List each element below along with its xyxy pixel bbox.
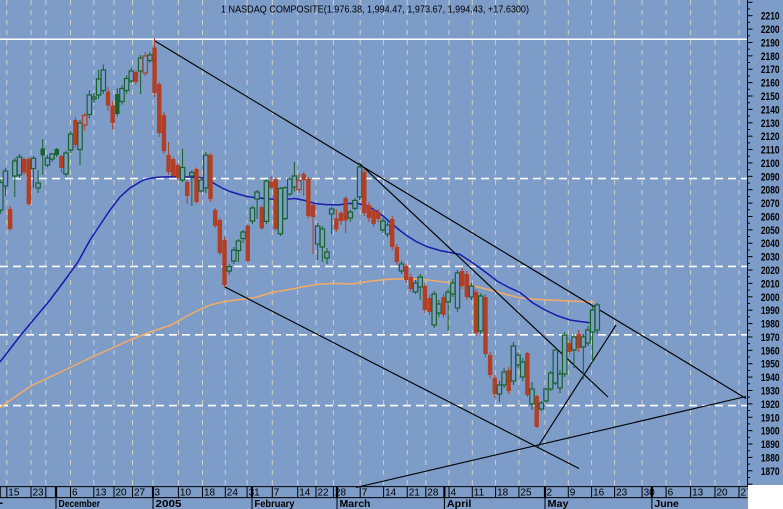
svg-text:18: 18	[204, 487, 216, 498]
svg-text:2110: 2110	[761, 145, 780, 157]
svg-text:28: 28	[335, 487, 347, 498]
svg-text:18: 18	[497, 487, 509, 498]
svg-text:2120: 2120	[761, 131, 780, 143]
svg-text:2160: 2160	[761, 78, 780, 90]
svg-text:1980: 1980	[761, 319, 780, 331]
svg-text:27: 27	[134, 487, 146, 498]
svg-text:May: May	[548, 498, 569, 509]
svg-text:13: 13	[95, 487, 107, 498]
svg-text:1920: 1920	[761, 399, 780, 411]
svg-text:30: 30	[644, 487, 656, 498]
svg-text:2190: 2190	[761, 37, 780, 49]
svg-text:1930: 1930	[761, 385, 780, 397]
svg-text:2140: 2140	[761, 104, 780, 116]
svg-text:2200: 2200	[761, 24, 780, 36]
svg-text:20: 20	[717, 487, 729, 498]
svg-text:2070: 2070	[761, 198, 780, 210]
svg-text:March: March	[340, 498, 371, 509]
svg-text:June: June	[654, 498, 679, 509]
svg-text:15: 15	[8, 487, 20, 498]
svg-text:6: 6	[668, 487, 674, 498]
svg-text:1960: 1960	[761, 345, 780, 357]
svg-text:1940: 1940	[761, 372, 780, 384]
svg-text:20: 20	[116, 487, 128, 498]
svg-text:1990: 1990	[761, 305, 780, 317]
svg-text:2000: 2000	[761, 292, 780, 304]
svg-text:16: 16	[593, 487, 605, 498]
svg-text:6: 6	[72, 487, 78, 498]
svg-text:9: 9	[570, 487, 576, 498]
svg-text:1 NASDAQ COMPOSITE(1,976.38, 1: 1 NASDAQ COMPOSITE(1,976.38, 1,994.47, 1…	[221, 4, 529, 16]
svg-text:31: 31	[249, 487, 261, 498]
svg-text:4: 4	[451, 487, 457, 498]
svg-text:2130: 2130	[761, 118, 780, 130]
svg-text:1870: 1870	[761, 466, 780, 478]
svg-text:13: 13	[692, 487, 704, 498]
svg-text:2080: 2080	[761, 185, 780, 197]
svg-text:2150: 2150	[761, 91, 780, 103]
svg-text:7: 7	[274, 487, 280, 498]
svg-text:1880: 1880	[761, 452, 780, 464]
svg-text:2010: 2010	[761, 278, 780, 290]
svg-text:27: 27	[741, 487, 753, 498]
svg-text:2090: 2090	[761, 171, 780, 183]
svg-text:24: 24	[227, 487, 239, 498]
svg-text:3: 3	[155, 487, 161, 498]
svg-text:21: 21	[409, 487, 421, 498]
svg-text:2210: 2210	[761, 11, 780, 23]
svg-text:7: 7	[362, 487, 368, 498]
svg-text:23: 23	[33, 487, 45, 498]
svg-text:1910: 1910	[761, 412, 780, 424]
svg-text:2: 2	[547, 487, 553, 498]
svg-text:2060: 2060	[761, 211, 780, 223]
svg-text:28: 28	[427, 487, 439, 498]
svg-text:April: April	[447, 498, 472, 509]
svg-text:1970: 1970	[761, 332, 780, 344]
svg-text:22: 22	[318, 487, 330, 498]
svg-text:10: 10	[180, 487, 192, 498]
svg-text:14: 14	[385, 487, 397, 498]
svg-text:2005: 2005	[156, 498, 182, 509]
svg-text:2100: 2100	[761, 158, 780, 170]
svg-text:2040: 2040	[761, 238, 780, 250]
svg-text:25: 25	[520, 487, 532, 498]
svg-text:1900: 1900	[761, 426, 780, 438]
svg-text:February: February	[255, 498, 295, 509]
svg-text:2180: 2180	[761, 51, 780, 63]
svg-text:23: 23	[616, 487, 628, 498]
svg-text:2170: 2170	[761, 64, 780, 76]
svg-text:2020: 2020	[761, 265, 780, 277]
svg-text:2030: 2030	[761, 252, 780, 264]
svg-text:1950: 1950	[761, 359, 780, 371]
svg-text:11: 11	[474, 487, 485, 498]
svg-text:14: 14	[299, 487, 311, 498]
svg-text:December: December	[59, 498, 101, 509]
svg-text:1890: 1890	[761, 439, 780, 451]
svg-text:2050: 2050	[761, 225, 780, 237]
